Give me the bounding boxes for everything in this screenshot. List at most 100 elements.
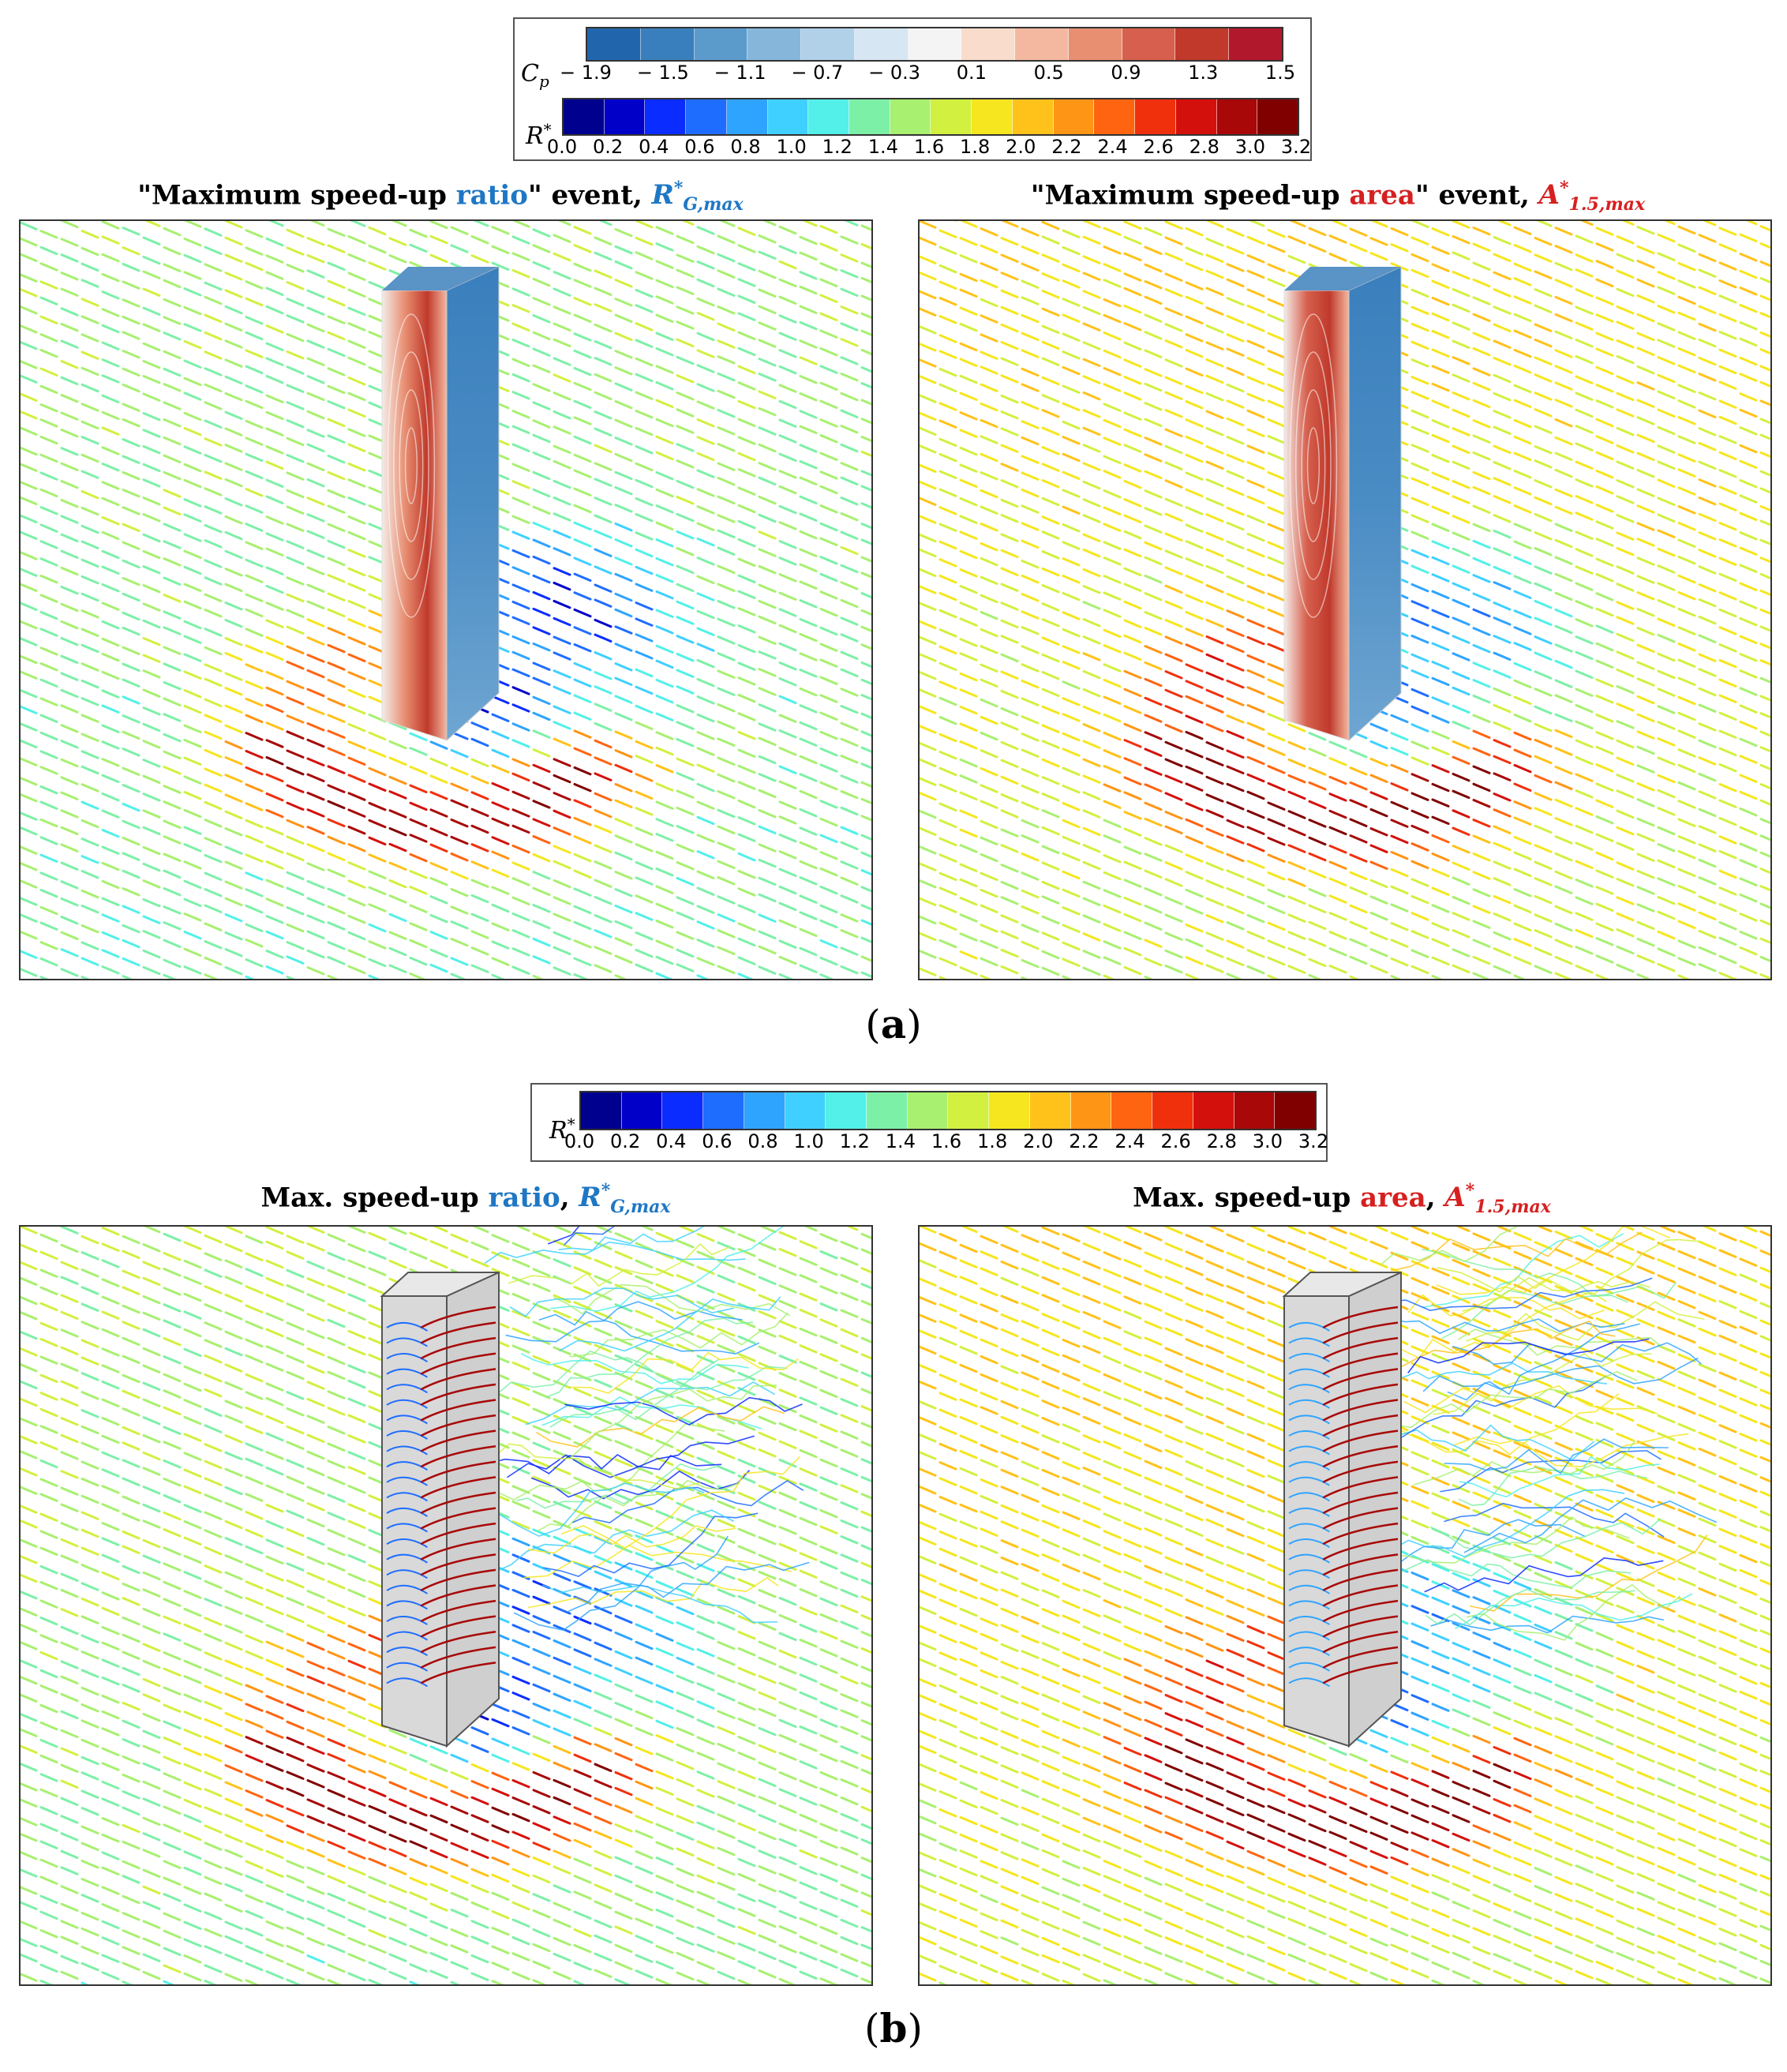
flow-vector [204,1354,223,1364]
flow-vector [1513,956,1532,965]
flow-vector [183,739,202,748]
flow-vector [655,1283,674,1293]
flow-vector [920,426,937,437]
flow-vector [553,1624,571,1634]
flow-vector [532,401,551,410]
flow-vector [737,1666,756,1677]
flow-vector [1472,261,1491,272]
flow-vector [1041,530,1060,540]
flow-vector [1472,819,1491,828]
flow-vector [1698,807,1717,818]
flow-vector [511,1449,530,1459]
flow-vector [696,349,715,358]
flow-vector [1595,332,1614,341]
flow-vector [799,1448,818,1459]
flow-vector [737,764,756,774]
flow-vector [614,974,627,979]
flow-vector [163,1459,182,1469]
flow-vector [594,929,613,939]
flow-vector [1287,723,1306,733]
flow-vector [635,876,654,886]
flow-vector [491,764,510,774]
flow-vector [265,1572,284,1582]
flow-vector [696,1232,715,1242]
flow-vector [1369,879,1388,889]
flow-vector [1205,964,1224,973]
flow-vector [594,721,613,732]
flow-vector [224,1242,243,1253]
flow-vector [1718,294,1737,304]
flow-vector [1739,582,1758,591]
flow-vector [1103,523,1122,532]
flow-vector [1123,879,1142,888]
flow-vector [1513,626,1532,635]
flow-vector [306,688,325,698]
flow-vector [81,819,99,829]
flow-vector [21,757,38,766]
flow-vector [1082,221,1101,229]
flow-vector [1267,765,1286,774]
flow-vector [1287,878,1306,887]
flow-vector [163,245,182,256]
flow-vector [1616,945,1635,955]
flow-vector [676,1587,695,1597]
flow-vector [429,1240,448,1250]
flow-vector [1123,376,1142,385]
flow-vector [1021,436,1040,446]
flow-vector [1205,688,1224,699]
flow-vector [1267,853,1286,863]
flow-vector [641,1227,654,1231]
flow-vector [183,1365,202,1375]
flow-vector [614,298,633,307]
flow-vector [1472,871,1491,880]
flow-vector [306,1414,325,1424]
flow-vector [635,1242,654,1251]
flow-vector [21,637,38,646]
flow-vector [1698,668,1717,677]
flow-vector [245,1406,264,1416]
flow-vector [1513,384,1532,394]
flow-vector [553,774,571,784]
flow-vector [1595,799,1614,808]
flow-vector [1657,789,1676,799]
flow-vector [778,418,797,428]
flow-vector [1144,470,1163,480]
flow-vector [1636,416,1655,425]
colorbar-swatch [587,28,641,60]
flow-vector [347,235,366,245]
flow-vector [1554,349,1573,358]
flow-vector [21,601,38,611]
flow-vector [717,1415,736,1425]
flow-vector [39,315,58,324]
flow-vector [938,819,957,829]
flow-vector [594,287,613,296]
flow-vector [1082,305,1101,316]
flow-vector [306,1518,325,1528]
flow-vector [1616,305,1635,315]
flow-vector [101,341,120,350]
flow-vector [594,860,613,870]
flow-vector [1082,548,1101,558]
flow-vector [21,305,38,315]
flow-vector [1554,488,1573,498]
flow-vector [1657,271,1676,280]
colorbar-swatch [1275,1092,1315,1129]
flow-vector [1595,347,1614,357]
flow-vector [959,863,978,872]
flow-vector [306,773,325,783]
flow-vector [778,470,797,479]
flow-vector [122,887,140,897]
flow-vector [204,1252,223,1261]
flow-vector [286,264,305,273]
flow-vector [1226,905,1245,915]
flow-vector [286,298,305,307]
flow-vector [676,1709,695,1719]
flow-vector [1000,323,1019,333]
flow-vector [1636,730,1655,740]
flow-vector [1431,312,1450,322]
flow-vector [635,948,654,958]
flow-vector [959,392,978,401]
flow-vector [938,297,957,306]
flow-vector [573,766,592,776]
flow-vector [122,541,140,550]
